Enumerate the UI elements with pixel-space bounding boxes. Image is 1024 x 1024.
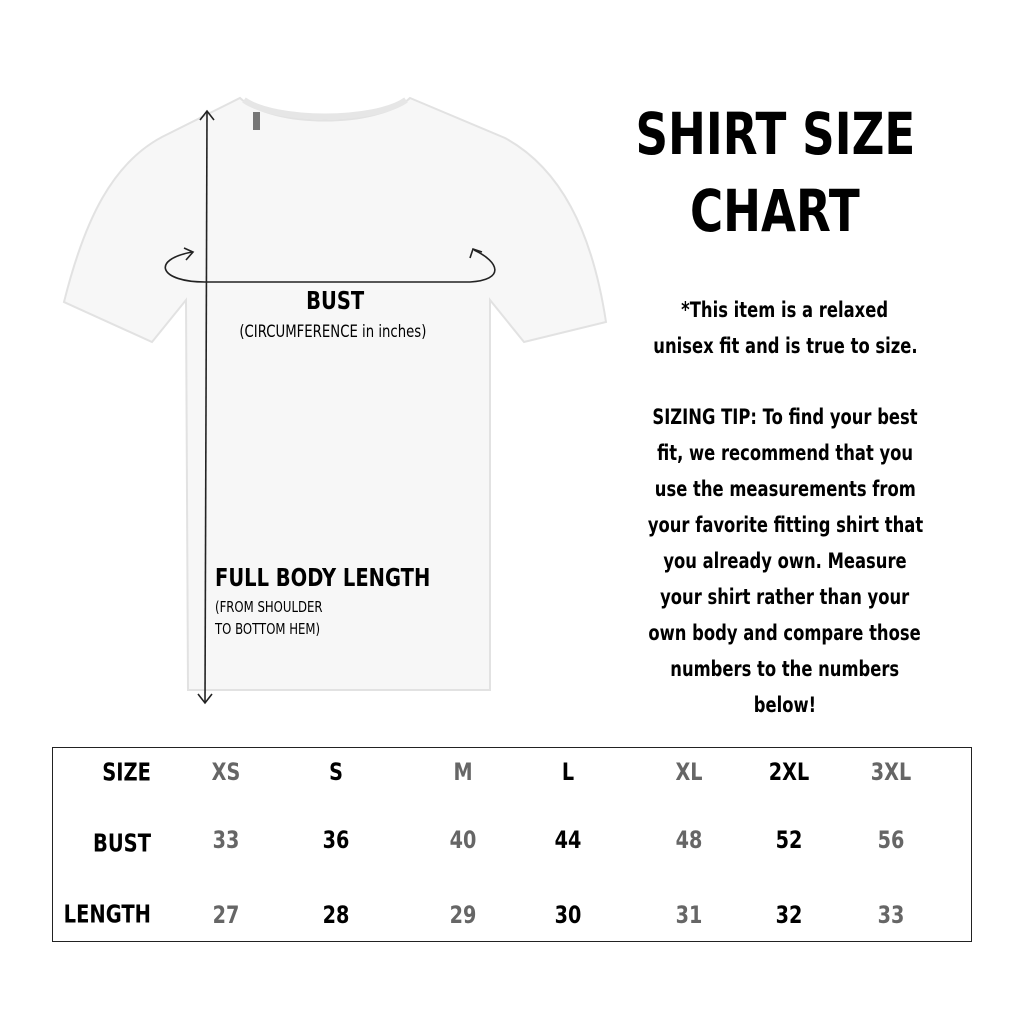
length-label: FULL BODY LENGTH bbox=[215, 563, 431, 592]
size-cell: XS bbox=[211, 758, 241, 786]
tshirt-illustration bbox=[62, 96, 608, 691]
size-cell: L bbox=[561, 758, 575, 786]
bust-cell: 56 bbox=[877, 826, 905, 854]
bust-sub-label: (CIRCUMFERENCE in inches) bbox=[239, 322, 427, 342]
fit-note: *This item is a relaxed unisex fit and i… bbox=[590, 292, 980, 364]
sizing-tip-line: SIZING TIP: To find your best bbox=[652, 405, 918, 429]
row-label-bust: BUST bbox=[92, 828, 151, 858]
title-line-2: CHART bbox=[690, 177, 860, 245]
sizing-tip-line: your shirt rather than your bbox=[660, 585, 910, 609]
size-cell: M bbox=[453, 758, 473, 786]
fit-note-line: unisex fit and is true to size. bbox=[652, 334, 918, 358]
size-cell: 2XL bbox=[768, 758, 810, 786]
row-label-length: LENGTH bbox=[63, 899, 151, 929]
sizing-tip-line: own body and compare those bbox=[648, 621, 922, 645]
length-sub-line-2: TO BOTTOM HEM) bbox=[215, 620, 321, 638]
size-cell: S bbox=[329, 758, 343, 786]
bust-measure-line bbox=[164, 247, 496, 283]
sizing-tip-line: numbers to the numbers bbox=[670, 657, 900, 681]
length-cell: 27 bbox=[212, 901, 240, 929]
sizing-tip-line: use the measurements from bbox=[654, 477, 916, 501]
sizing-tip-line: fit, we recommend that you bbox=[656, 441, 913, 465]
length-cell: 29 bbox=[449, 901, 477, 929]
sizing-tip-line: your favorite fitting shirt that bbox=[647, 513, 923, 537]
row-label-size: SIZE bbox=[102, 757, 151, 787]
size-cell: 3XL bbox=[870, 758, 912, 786]
sizing-tip-line: below! bbox=[753, 693, 817, 717]
length-sub-line-1: (FROM SHOULDER bbox=[215, 598, 323, 616]
length-cell: 28 bbox=[322, 901, 350, 929]
size-table: SIZE BUST LENGTH XS S M L XL 2XL 3XL 33 36 40 44 48… bbox=[52, 747, 972, 942]
length-cell: 32 bbox=[775, 901, 803, 929]
shirt-label-tag bbox=[253, 112, 260, 130]
bust-cell: 48 bbox=[675, 826, 703, 854]
bust-cell: 33 bbox=[212, 826, 240, 854]
bust-cell: 36 bbox=[322, 826, 350, 854]
fit-note-line: *This item is a relaxed bbox=[681, 298, 889, 322]
sizing-tip: SIZING TIP: To find your best fit, we re… bbox=[590, 399, 980, 723]
length-arrow bbox=[197, 109, 215, 705]
bust-cell: 52 bbox=[775, 826, 803, 854]
size-cell: XL bbox=[675, 758, 703, 786]
bust-cell: 44 bbox=[554, 826, 582, 854]
length-cell: 31 bbox=[675, 901, 703, 929]
sizing-tip-line: you already own. Measure bbox=[663, 549, 907, 573]
bust-label: BUST bbox=[305, 286, 365, 315]
bust-cell: 40 bbox=[449, 826, 477, 854]
length-cell: 30 bbox=[554, 901, 582, 929]
title-line-1: SHIRT SIZE bbox=[635, 100, 915, 168]
length-cell: 33 bbox=[877, 901, 905, 929]
